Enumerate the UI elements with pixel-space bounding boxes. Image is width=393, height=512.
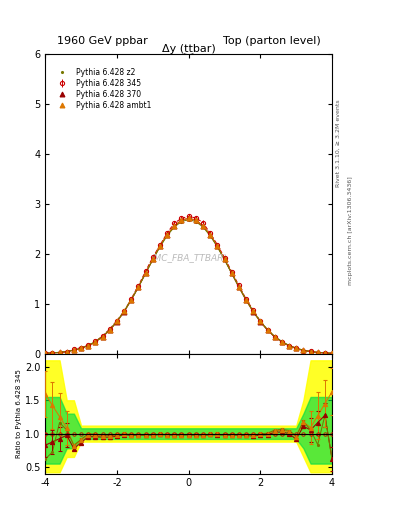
Pythia 6.428 z2 — [79, 345, 83, 351]
Pythia 6.428 z2 — [151, 257, 155, 263]
Pythia 6.428 z2 — [129, 296, 134, 303]
Pythia 6.428 z2 — [323, 350, 327, 356]
Pythia 6.428 z2 — [201, 224, 206, 230]
Pythia 6.428 z2 — [143, 270, 148, 276]
Pythia 6.428 z2 — [230, 270, 234, 276]
Pythia 6.428 z2 — [294, 345, 299, 351]
Pythia 6.428 z2 — [258, 318, 263, 325]
Text: Top (parton level): Top (parton level) — [222, 36, 320, 46]
Pythia 6.428 z2 — [316, 349, 320, 355]
Pythia 6.428 z2 — [93, 338, 98, 345]
Pythia 6.428 z2 — [50, 350, 55, 356]
Pythia 6.428 z2 — [222, 257, 227, 263]
Pythia 6.428 z2 — [122, 308, 127, 314]
Text: (MC_FBA_TTBAR): (MC_FBA_TTBAR) — [150, 253, 227, 262]
Pythia 6.428 z2 — [330, 350, 334, 356]
Pythia 6.428 z2 — [237, 284, 241, 290]
Pythia 6.428 z2 — [301, 347, 306, 353]
Pythia 6.428 z2 — [251, 308, 255, 314]
Pythia 6.428 z2 — [72, 347, 76, 353]
Pythia 6.428 z2 — [265, 327, 270, 333]
Pythia 6.428 z2 — [272, 333, 277, 339]
Pythia 6.428 z2 — [64, 348, 69, 354]
Pythia 6.428 z2 — [107, 327, 112, 333]
Pythia 6.428 z2 — [193, 219, 198, 225]
Pythia 6.428 z2 — [308, 348, 313, 354]
Pythia 6.428 z2 — [279, 338, 284, 345]
Y-axis label: Ratio to Pythia 6.428 345: Ratio to Pythia 6.428 345 — [16, 369, 22, 458]
Pythia 6.428 z2 — [86, 343, 90, 349]
Pythia 6.428 z2 — [172, 224, 177, 230]
Pythia 6.428 z2 — [165, 232, 169, 239]
Pythia 6.428 z2 — [215, 244, 220, 250]
Pythia 6.428 z2 — [43, 350, 48, 356]
Pythia 6.428 z2 — [244, 296, 248, 303]
Legend: Pythia 6.428 z2, Pythia 6.428 345, Pythia 6.428 370, Pythia 6.428 ambt1: Pythia 6.428 z2, Pythia 6.428 345, Pythi… — [50, 65, 155, 113]
Text: Rivet 3.1.10, ≥ 3.2M events: Rivet 3.1.10, ≥ 3.2M events — [336, 99, 341, 187]
Pythia 6.428 z2 — [179, 219, 184, 225]
Text: mcplots.cern.ch [arXiv:1306.3436]: mcplots.cern.ch [arXiv:1306.3436] — [348, 176, 353, 285]
Pythia 6.428 z2 — [287, 343, 292, 349]
Pythia 6.428 z2 — [158, 244, 162, 250]
Pythia 6.428 z2 — [115, 318, 119, 325]
Pythia 6.428 z2 — [186, 217, 191, 223]
Text: 1960 GeV ppbar: 1960 GeV ppbar — [57, 36, 148, 46]
Pythia 6.428 z2 — [208, 232, 213, 239]
Pythia 6.428 z2 — [57, 349, 62, 355]
Pythia 6.428 z2 — [136, 284, 141, 290]
Pythia 6.428 z2 — [100, 333, 105, 339]
Line: Pythia 6.428 z2: Pythia 6.428 z2 — [44, 218, 334, 355]
Title: Δy (t͜tbar): Δy (t͜tbar) — [162, 43, 215, 54]
